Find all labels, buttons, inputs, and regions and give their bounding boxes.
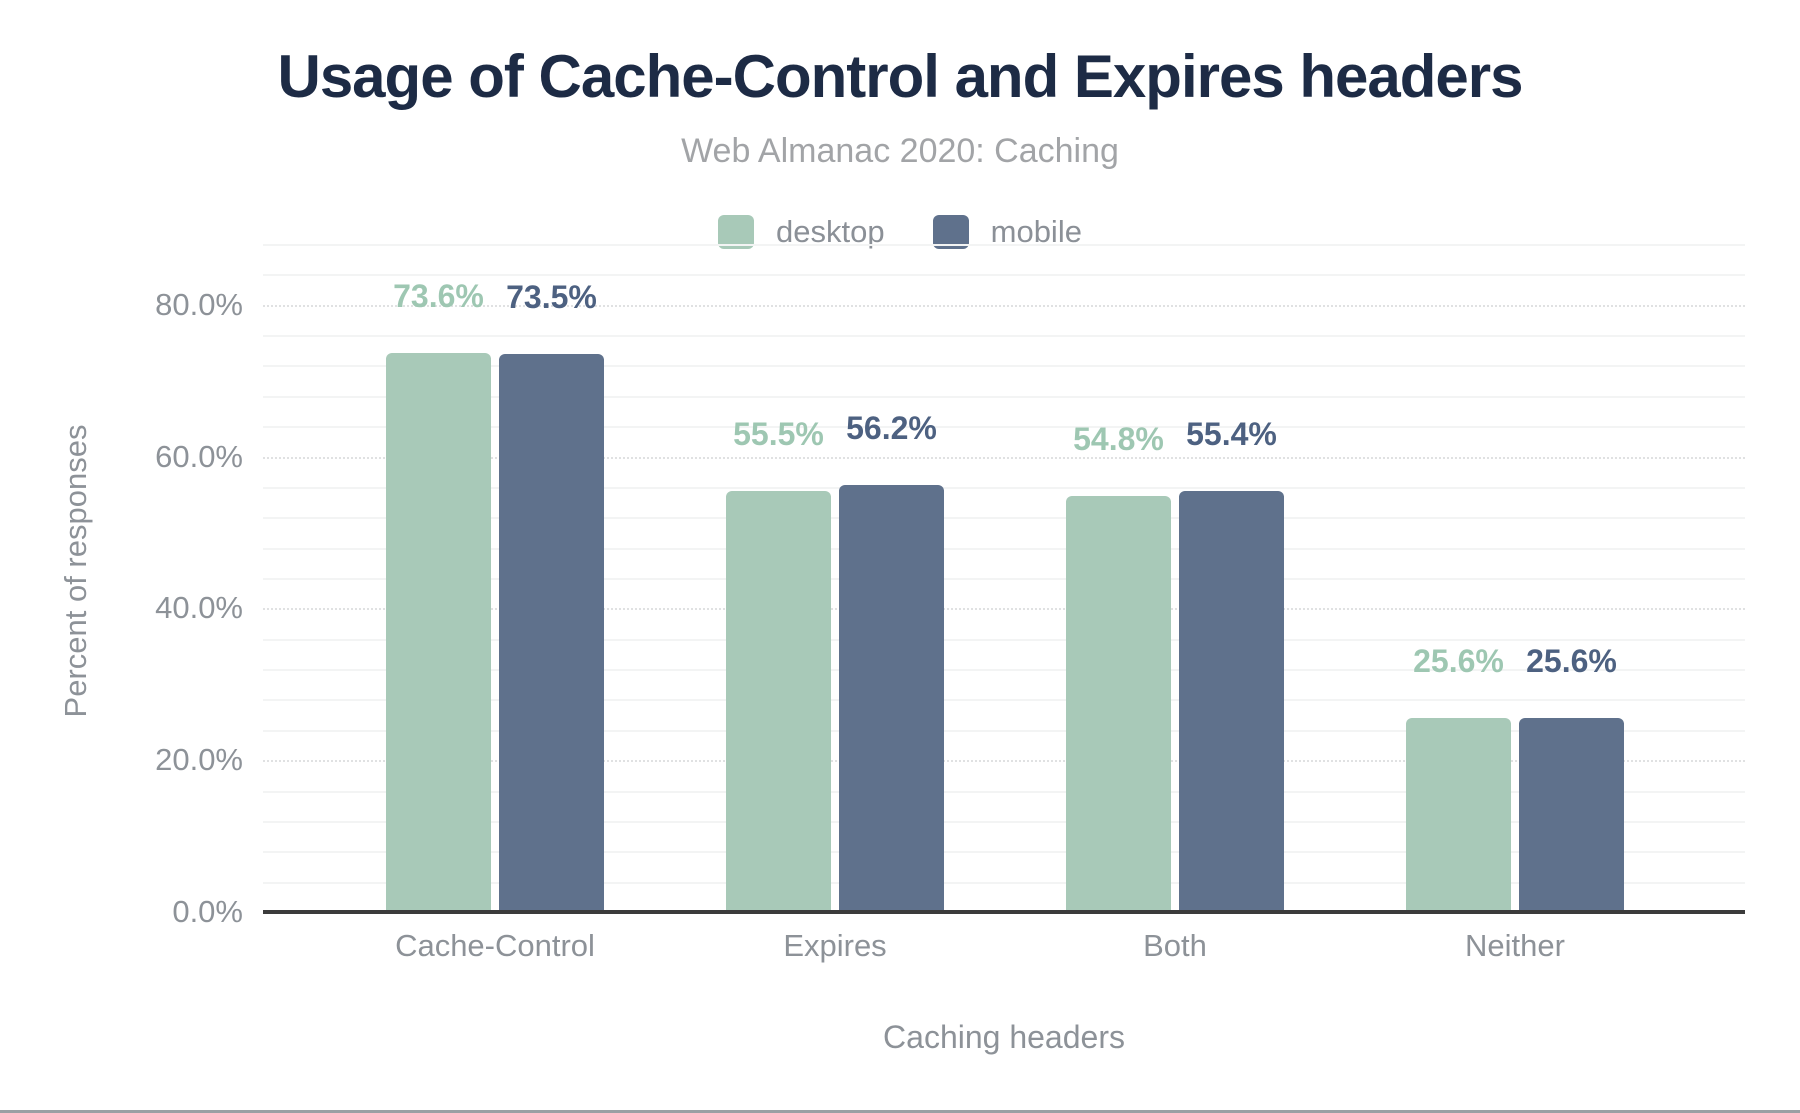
gridline-minor-16 [263, 790, 1745, 793]
bar-desktop-both [1066, 496, 1171, 912]
gridline-major-40 [263, 608, 1745, 611]
y-tick-80: 80.0% [155, 286, 243, 322]
gridline-minor-72 [263, 365, 1745, 368]
y-tick-20: 20.0% [155, 742, 243, 778]
legend-label-mobile: mobile [990, 214, 1082, 249]
plot-area: 73.6% 73.5% Cache-Control 55.5% 56.2% Expires… [263, 244, 1745, 963]
gridline-minor-68 [263, 395, 1745, 398]
bar-desktop-neither [1406, 717, 1511, 912]
gridline-minor-12 [263, 820, 1745, 823]
gridline-minor-36 [263, 638, 1745, 641]
legend-swatch-desktop-icon [718, 215, 755, 249]
legend-swatch-mobile-icon [932, 215, 969, 249]
gridline-minor-56 [263, 486, 1745, 489]
gridline-minor-64 [263, 426, 1745, 429]
value-label-mobile-neither: 25.6% [1526, 642, 1617, 679]
legend-label-desktop: desktop [776, 214, 885, 249]
category-label-cache-control: Cache-Control [395, 928, 595, 963]
gridline-major-20 [263, 760, 1745, 763]
chart-title: Usage of Cache-Control and Expires heade… [277, 43, 1523, 110]
value-label-desktop-neither: 25.6% [1413, 642, 1504, 679]
value-label-desktop-both: 54.8% [1073, 421, 1164, 458]
legend-item-desktop: desktop [718, 214, 885, 250]
value-label-mobile-both: 55.4% [1186, 416, 1277, 453]
gridline-minor-48 [263, 547, 1745, 550]
legend: desktop mobile [0, 212, 1800, 252]
value-label-mobile-cache-control: 73.5% [506, 279, 597, 316]
gridline-minor-88 [263, 244, 1745, 246]
gridline-minor-8 [263, 851, 1745, 854]
gridline-minor-4 [263, 881, 1745, 884]
category-label-both: Both [1143, 928, 1207, 963]
bar-mobile-expires [839, 485, 944, 912]
bar-desktop-cache-control [386, 353, 491, 912]
value-label-mobile-expires: 56.2% [846, 410, 937, 447]
x-axis-title: Caching headers [883, 1019, 1125, 1055]
gridline-minor-24 [263, 729, 1745, 732]
gridline-minor-28 [263, 699, 1745, 702]
bar-desktop-expires [726, 490, 831, 912]
gridline-major-80 [263, 304, 1745, 307]
y-tick-40: 40.0% [155, 590, 243, 626]
chart-subtitle: Web Almanac 2020: Caching [681, 132, 1119, 170]
bar-mobile-cache-control [499, 354, 604, 912]
gridline-minor-84 [263, 274, 1745, 277]
gridline-minor-32 [263, 669, 1745, 672]
x-axis-line [263, 910, 1745, 914]
y-tick-0: 0.0% [172, 894, 243, 929]
bar-mobile-neither [1519, 717, 1624, 912]
gridline-minor-52 [263, 517, 1745, 520]
category-label-expires: Expires [783, 928, 887, 963]
gridline-major-60 [263, 456, 1745, 459]
category-label-neither: Neither [1465, 928, 1565, 963]
gridline-minor-44 [263, 578, 1745, 580]
value-label-desktop-expires: 55.5% [733, 415, 824, 452]
y-tick-60: 60.0% [155, 438, 243, 474]
value-label-desktop-cache-control: 73.6% [393, 278, 484, 315]
legend-item-mobile: mobile [932, 214, 1082, 250]
gridline-minor-76 [263, 335, 1745, 338]
bar-mobile-both [1179, 491, 1284, 912]
